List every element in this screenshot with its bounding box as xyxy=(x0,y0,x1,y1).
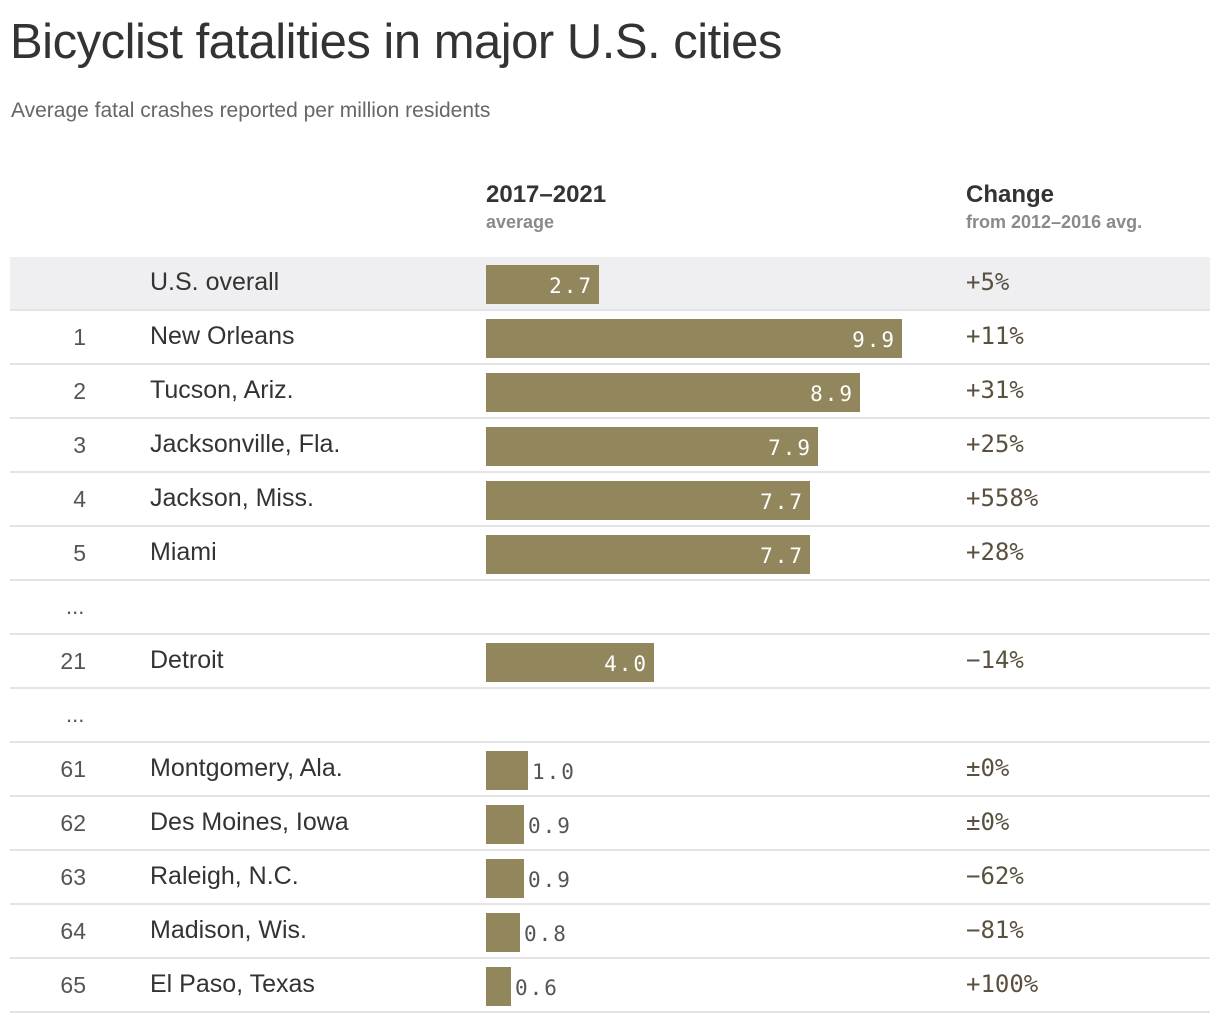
city-label: Montgomery, Ala. xyxy=(150,754,343,782)
bar-value-label: 7.7 xyxy=(760,490,804,514)
change-value: +11% xyxy=(966,322,1024,350)
average-column-subtitle: average xyxy=(486,212,555,232)
city-label: Detroit xyxy=(150,646,224,674)
bar xyxy=(486,373,860,412)
bar xyxy=(486,805,524,844)
city-label: New Orleans xyxy=(150,322,295,350)
change-value: ±0% xyxy=(966,754,1010,782)
bar-value-label: 0.9 xyxy=(528,868,572,892)
bar-value-label: 4.0 xyxy=(604,652,648,676)
table-row: 65 El Paso, Texas 0.6 +100% xyxy=(10,959,1210,1013)
bar-value-label: 9.9 xyxy=(852,328,896,352)
table-row: 4 Jackson, Miss. 7.7 +558% xyxy=(10,473,1210,527)
bar xyxy=(486,319,902,358)
table-row: 5 Miami 7.7 +28% xyxy=(10,527,1210,581)
city-label: U.S. overall xyxy=(150,268,280,296)
bar-value-label: 7.9 xyxy=(768,436,812,460)
bar-value-label: 2.7 xyxy=(549,274,593,298)
bar xyxy=(486,643,654,682)
city-label: Jackson, Miss. xyxy=(150,484,314,512)
gap-row: ... xyxy=(10,689,1210,743)
change-value: +100% xyxy=(966,970,1039,998)
bar-value-label: 0.8 xyxy=(524,922,568,946)
city-label: Miami xyxy=(150,538,217,566)
bar-value-label: 0.6 xyxy=(515,976,559,1000)
bar xyxy=(486,913,520,952)
change-value: +31% xyxy=(966,376,1024,404)
bar xyxy=(486,427,818,466)
table-row: 21 Detroit 4.0 −14% xyxy=(10,635,1210,689)
rank-label: 65 xyxy=(60,972,86,998)
table-row: 1 New Orleans 9.9 +11% xyxy=(10,311,1210,365)
city-label: El Paso, Texas xyxy=(150,970,315,998)
change-value: +28% xyxy=(966,538,1024,566)
bar-value-label: 1.0 xyxy=(532,760,576,784)
change-value: ±0% xyxy=(966,808,1010,836)
table-row: 64 Madison, Wis. 0.8 −81% xyxy=(10,905,1210,959)
average-column-title: 2017–2021 xyxy=(486,181,607,208)
bar xyxy=(486,265,599,304)
table-row: 3 Jacksonville, Fla. 7.9 +25% xyxy=(10,419,1210,473)
city-label: Jacksonville, Fla. xyxy=(150,430,341,458)
bar-value-label: 0.9 xyxy=(528,814,572,838)
bar xyxy=(486,859,524,898)
bar-value-label: 7.7 xyxy=(760,544,804,568)
city-label: Madison, Wis. xyxy=(150,916,307,944)
data-table: U.S. overall 2.7 +5% 1 New Orleans 9.9 +11% 2 Tu… xyxy=(10,257,1210,1013)
rank-label: 21 xyxy=(60,648,86,674)
rank-label: 62 xyxy=(60,810,86,836)
table-row: 62 Des Moines, Iowa 0.9 ±0% xyxy=(10,797,1210,851)
change-value: +25% xyxy=(966,430,1024,458)
change-value: +5% xyxy=(966,268,1010,296)
city-label: Des Moines, Iowa xyxy=(150,808,349,836)
change-value: −81% xyxy=(966,916,1024,944)
average-column-header: 2017–2021 average xyxy=(486,180,606,234)
rank-label: 4 xyxy=(73,486,86,512)
change-column-subtitle: from 2012–2016 avg. xyxy=(966,212,1143,232)
change-value: +558% xyxy=(966,484,1039,512)
table-row: 61 Montgomery, Ala. 1.0 ±0% xyxy=(10,743,1210,797)
chart-title: Bicyclist fatalities in major U.S. citie… xyxy=(10,15,782,69)
change-column-header: Change from 2012–2016 avg. xyxy=(966,180,1142,234)
change-value: −14% xyxy=(966,646,1024,674)
city-label: Raleigh, N.C. xyxy=(150,862,299,890)
bar xyxy=(486,967,511,1006)
gap-ellipsis: ... xyxy=(66,594,85,619)
rank-label: 3 xyxy=(73,432,86,458)
city-label: Tucson, Ariz. xyxy=(150,376,294,404)
rank-label: 2 xyxy=(73,378,86,404)
rank-label: 61 xyxy=(60,756,86,782)
chart-subtitle: Average fatal crashes reported per milli… xyxy=(11,99,491,122)
gap-ellipsis: ... xyxy=(66,702,85,727)
table-row: 2 Tucson, Ariz. 8.9 +31% xyxy=(10,365,1210,419)
change-value: −62% xyxy=(966,862,1024,890)
change-column-title: Change xyxy=(966,181,1055,208)
rank-label: 63 xyxy=(60,864,86,890)
rank-label: 1 xyxy=(73,324,86,350)
bar-value-label: 8.9 xyxy=(810,382,854,406)
bar xyxy=(486,535,810,574)
rank-label: 64 xyxy=(60,918,86,944)
bar xyxy=(486,751,528,790)
table-row-us-overall: U.S. overall 2.7 +5% xyxy=(10,257,1210,311)
gap-row: ... xyxy=(10,581,1210,635)
rank-label: 5 xyxy=(73,540,86,566)
table-row: 63 Raleigh, N.C. 0.9 −62% xyxy=(10,851,1210,905)
bar xyxy=(486,481,810,520)
